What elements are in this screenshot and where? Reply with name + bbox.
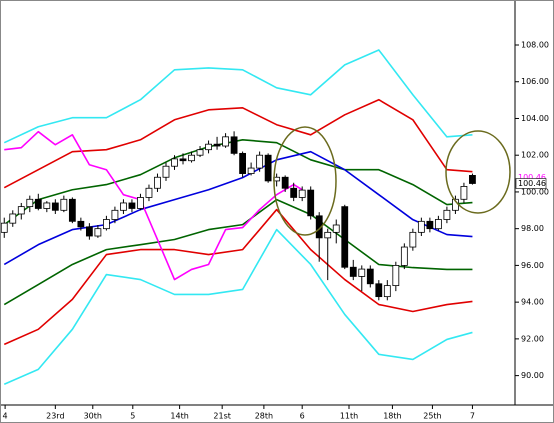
candle-body [298,189,306,198]
candle-body [9,213,17,224]
candle-body [51,202,59,211]
candle-body [443,209,451,220]
candle-body [103,219,110,230]
candle-body [154,176,161,189]
candle-body [358,268,366,277]
band-line [3,98,473,189]
candle-body [85,226,93,237]
candle-body [256,154,264,169]
candle-body [469,175,476,184]
y-tick-label: 102.00 [521,151,549,160]
candle-body [290,187,298,198]
candle-body [120,202,127,211]
candle-body [145,187,153,198]
price-box [515,178,547,189]
candle-body [332,224,340,233]
candle-body [383,285,391,298]
candle-body [94,228,102,237]
candle-body [0,222,8,233]
price-label: 100.46 [518,179,546,188]
highlight-ellipse [445,130,511,214]
candle-body [26,198,34,208]
x-tick-label: 14th [170,412,188,421]
candle-body [60,198,68,211]
candle-body [281,176,289,189]
x-tick-label: 5 [130,412,135,421]
x-tick-label: 21st [213,412,230,421]
candle-body [188,154,195,162]
highlight-ellipse [273,126,337,236]
y-tick-label: 106.00 [521,77,549,86]
y-tick-label: 94.00 [521,298,544,307]
candle-body [349,266,357,277]
candle-body [34,198,42,209]
x-tick-label: 6 [300,412,305,421]
candle-body [77,220,85,228]
candle-body [230,136,238,154]
candle-body [43,202,51,209]
candle-body [128,202,136,209]
x-tick-label: 25th [423,412,441,421]
candle-body [426,220,434,230]
candle-body [17,206,25,215]
y-tick-label: 90.00 [521,371,544,380]
candle-body [68,198,76,222]
candle-body [409,231,417,248]
candle-body [460,186,468,200]
candle-body [205,143,212,151]
candle-body [341,206,349,268]
band-line [3,150,473,266]
candle-body [434,219,442,230]
candle-body [392,265,400,287]
price-label: 100.46 [518,173,546,182]
candle-body [137,197,144,209]
candle-body [400,246,408,266]
candle-body [111,209,119,220]
x-tick-label: 4 [3,412,8,421]
plot-area [0,49,476,385]
candle-body [324,231,332,239]
candle-body [375,283,383,298]
candle-body [366,268,374,285]
x-tick-label: 11th [340,412,358,421]
candle-body [179,158,187,162]
x-tick-label: 28th [255,412,273,421]
y-tick-label: 98.00 [521,224,544,233]
y-tick-label: 92.00 [521,334,544,343]
y-tick-label: 100.00 [521,187,549,196]
band-line [3,208,473,346]
y-tick-label: 96.00 [521,261,544,270]
band-line [3,49,473,144]
candle-body [213,143,221,147]
candle-body [247,167,255,174]
band-line [3,228,473,385]
y-tick-label: 104.00 [521,114,549,123]
candle-body [239,152,247,174]
candle-body [307,189,315,217]
candle-body [417,220,425,233]
x-tick-label: 7 [470,412,475,421]
candle-body [196,149,204,156]
y-tick-label: 108.00 [521,41,549,50]
band-line [3,198,473,306]
x-tick-label: 18th [383,412,401,421]
x-tick-label: 30th [84,412,102,421]
candle-body [162,165,170,178]
candle-body [171,158,178,167]
candle-body [222,136,229,147]
band-line [4,130,303,281]
x-tick-label: 23rd [46,412,64,421]
band-line [3,138,473,226]
candle-body [264,154,272,182]
